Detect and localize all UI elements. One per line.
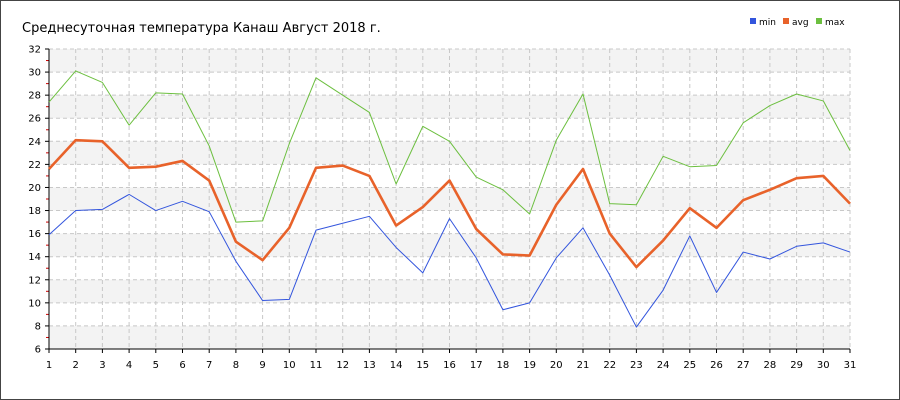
series-line-min [48,193,851,328]
legend-swatch-max [816,18,822,24]
legend: min avg max [750,18,845,28]
chart-title: Среднесуточная температура Канаш Август … [22,21,381,36]
x-tick-label: 6 [179,360,185,371]
x-tick-label: 4 [126,360,132,371]
x-tick-label: 12 [336,360,349,371]
gridlines [49,48,851,350]
series-lines [48,70,851,328]
x-tick-label: 13 [363,360,376,371]
x-tick-label: 11 [310,360,323,371]
x-tick-label: 23 [630,360,643,371]
x-tick-label: 15 [416,360,429,371]
x-tick-label: 19 [523,360,536,371]
x-tick-label: 16 [443,360,456,371]
y-tick-label: 10 [28,298,41,309]
x-tick-label: 25 [683,360,696,371]
x-tick-label: 18 [497,360,510,371]
legend-swatch-avg [783,18,789,24]
y-tick-label: 24 [28,137,41,148]
x-tick-label: 9 [259,360,265,371]
x-tick-label: 30 [817,360,830,371]
background-band [49,49,850,73]
x-tick-label: 21 [577,360,590,371]
background-band [49,279,850,303]
x-tick-label: 29 [790,360,803,371]
series-line-max [48,70,851,223]
legend-label-avg: avg [792,18,809,28]
x-tick-label: 17 [470,360,483,371]
legend-label-max: max [825,18,845,28]
x-tick-label: 5 [153,360,159,371]
y-tick-label: 30 [28,68,41,79]
y-tick-label: 14 [28,252,41,263]
x-tick-label: 20 [550,360,563,371]
x-tick-label: 2 [73,360,79,371]
series-line-avg [48,138,851,269]
y-tick-label: 16 [28,229,41,240]
x-tick-label: 7 [206,360,212,371]
x-tick-label: 1 [46,360,52,371]
legend-label-min: min [759,18,776,28]
y-tick-label: 26 [28,114,41,125]
x-tick-label: 26 [710,360,723,371]
y-tick-label: 12 [28,275,41,286]
x-tick-label: 22 [603,360,616,371]
y-tick-label: 8 [35,321,41,332]
y-tick-label: 20 [28,183,41,194]
y-tick-label: 32 [28,45,41,56]
x-tick-label: 3 [99,360,105,371]
y-tick-label: 22 [28,160,41,171]
x-tick-label: 31 [844,360,857,371]
y-tick-label: 6 [35,345,41,356]
x-tick-label: 8 [233,360,239,371]
legend-swatch-min [750,18,756,24]
x-tick-label: 24 [657,360,670,371]
x-tick-label: 10 [283,360,296,371]
x-tick-label: 28 [764,360,777,371]
y-tick-label: 28 [28,91,41,102]
y-tick-label: 18 [28,206,41,217]
background-band [49,141,850,165]
x-tick-label: 27 [737,360,750,371]
x-tick-label: 14 [390,360,403,371]
